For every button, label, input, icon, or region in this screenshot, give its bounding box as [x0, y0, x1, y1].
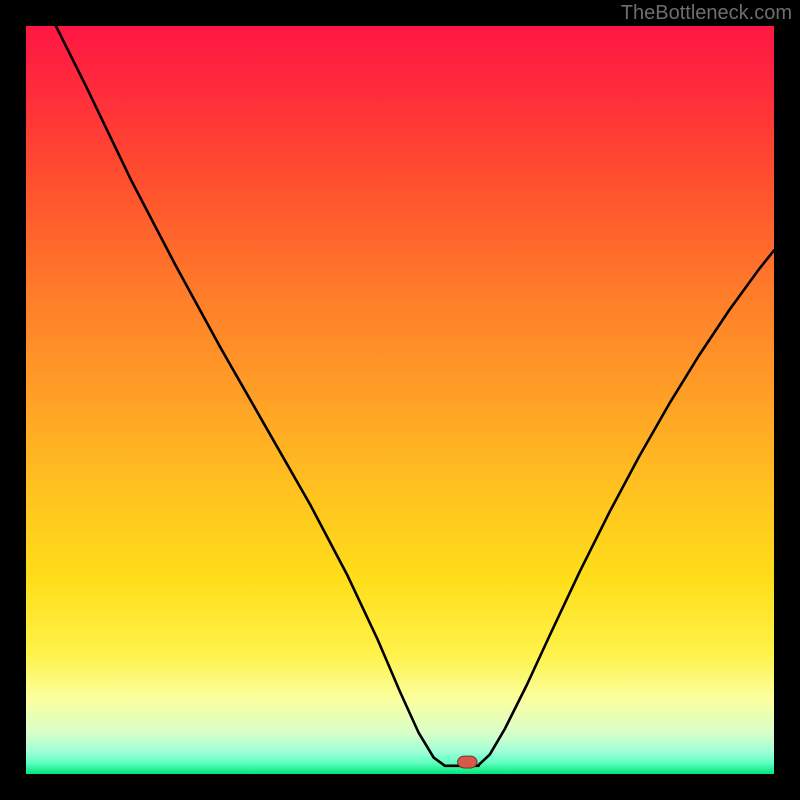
attribution-text: TheBottleneck.com [621, 2, 792, 25]
bottleneck-chart [26, 26, 774, 774]
chart-svg [26, 26, 774, 774]
optimal-marker [458, 756, 477, 768]
plot-background [26, 26, 774, 774]
